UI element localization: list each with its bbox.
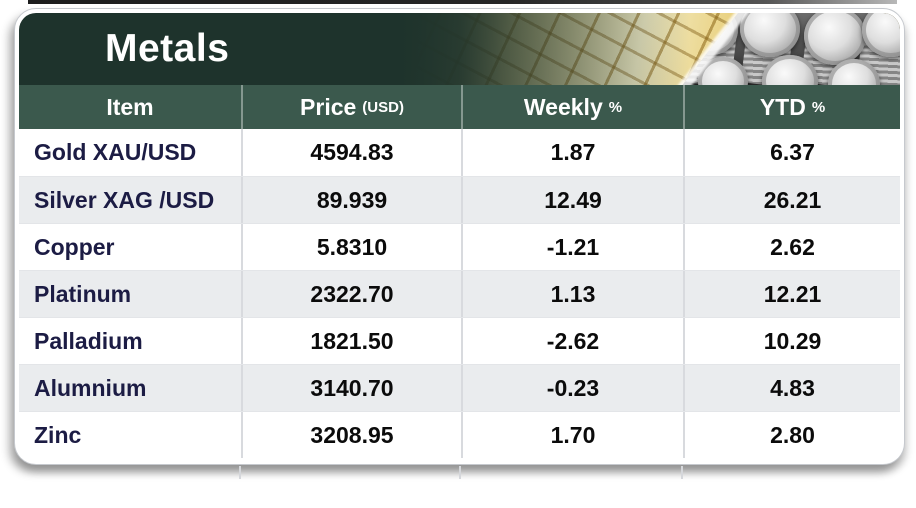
- column-header-item: Item: [19, 85, 241, 129]
- ytd-value: 2.80: [683, 412, 900, 458]
- ytd-value: 6.37: [683, 129, 900, 176]
- ytd-value: 10.29: [683, 318, 900, 364]
- table-row: Alumnium 3140.70 -0.23 4.83: [19, 364, 900, 411]
- column-header-label: Price: [300, 93, 357, 120]
- price-value: 3140.70: [241, 365, 461, 411]
- column-header-label: YTD: [759, 93, 806, 120]
- metal-name: Platinum: [34, 280, 132, 307]
- weekly-value: 1.87: [461, 129, 683, 176]
- table-row: Copper 5.8310 -1.21 2.62: [19, 223, 900, 270]
- banner: Metals: [19, 13, 900, 85]
- metal-name: Zinc: [34, 421, 82, 448]
- price-value: 5.8310: [241, 224, 461, 270]
- table-row: Gold XAU/USD 4594.83 1.87 6.37: [19, 129, 900, 176]
- ytd-value: 2.62: [683, 224, 900, 270]
- weekly-value: 1.13: [461, 271, 683, 317]
- metal-name: Alumnium: [34, 374, 147, 401]
- table-row: Platinum 2322.70 1.13 12.21: [19, 270, 900, 317]
- column-header-label: Weekly: [523, 93, 603, 120]
- metals-card: Metals Item Price (USD) Weekly % YTD % G…: [14, 8, 905, 465]
- table-header-row: Item Price (USD) Weekly % YTD %: [19, 85, 900, 129]
- coin-icon: [740, 13, 800, 57]
- ytd-value: 26.21: [683, 177, 900, 223]
- metal-name: Silver XAG /USD: [34, 186, 215, 213]
- price-value: 89.939: [241, 177, 461, 223]
- divider-stub: [239, 466, 241, 479]
- metal-name: Gold XAU/USD: [34, 139, 197, 165]
- divider-stub: [459, 466, 461, 479]
- column-header-suffix: %: [608, 98, 623, 116]
- column-header-price: Price (USD): [241, 85, 461, 129]
- page-title: Metals: [105, 27, 230, 70]
- weekly-value: -1.21: [461, 224, 683, 270]
- ytd-value: 12.21: [683, 271, 900, 317]
- price-value: 4594.83: [241, 129, 461, 176]
- price-value: 2322.70: [241, 271, 461, 317]
- metal-name: Copper: [34, 233, 115, 260]
- weekly-value: 1.70: [461, 412, 683, 458]
- table-body: Gold XAU/USD 4594.83 1.87 6.37 Silver XA…: [19, 129, 900, 458]
- weekly-value: 12.49: [461, 177, 683, 223]
- table-row: Zinc 3208.95 1.70 2.80: [19, 411, 900, 458]
- coin-icon: [804, 13, 866, 65]
- divider-stub: [681, 466, 683, 479]
- column-header-ytd: YTD %: [683, 85, 900, 129]
- column-header-suffix: %: [811, 98, 826, 116]
- column-header-suffix: (USD): [362, 98, 404, 116]
- price-value: 3208.95: [241, 412, 461, 458]
- weekly-value: -0.23: [461, 365, 683, 411]
- table-row: Palladium 1821.50 -2.62 10.29: [19, 317, 900, 364]
- weekly-value: -2.62: [461, 318, 683, 364]
- table-row: Silver XAG /USD 89.939 12.49 26.21: [19, 176, 900, 223]
- column-header-weekly: Weekly %: [461, 85, 683, 129]
- column-header-label: Item: [106, 93, 154, 120]
- price-value: 1821.50: [241, 318, 461, 364]
- ytd-value: 4.83: [683, 365, 900, 411]
- metal-name: Palladium: [34, 327, 143, 354]
- top-edge-strip: [28, 0, 897, 4]
